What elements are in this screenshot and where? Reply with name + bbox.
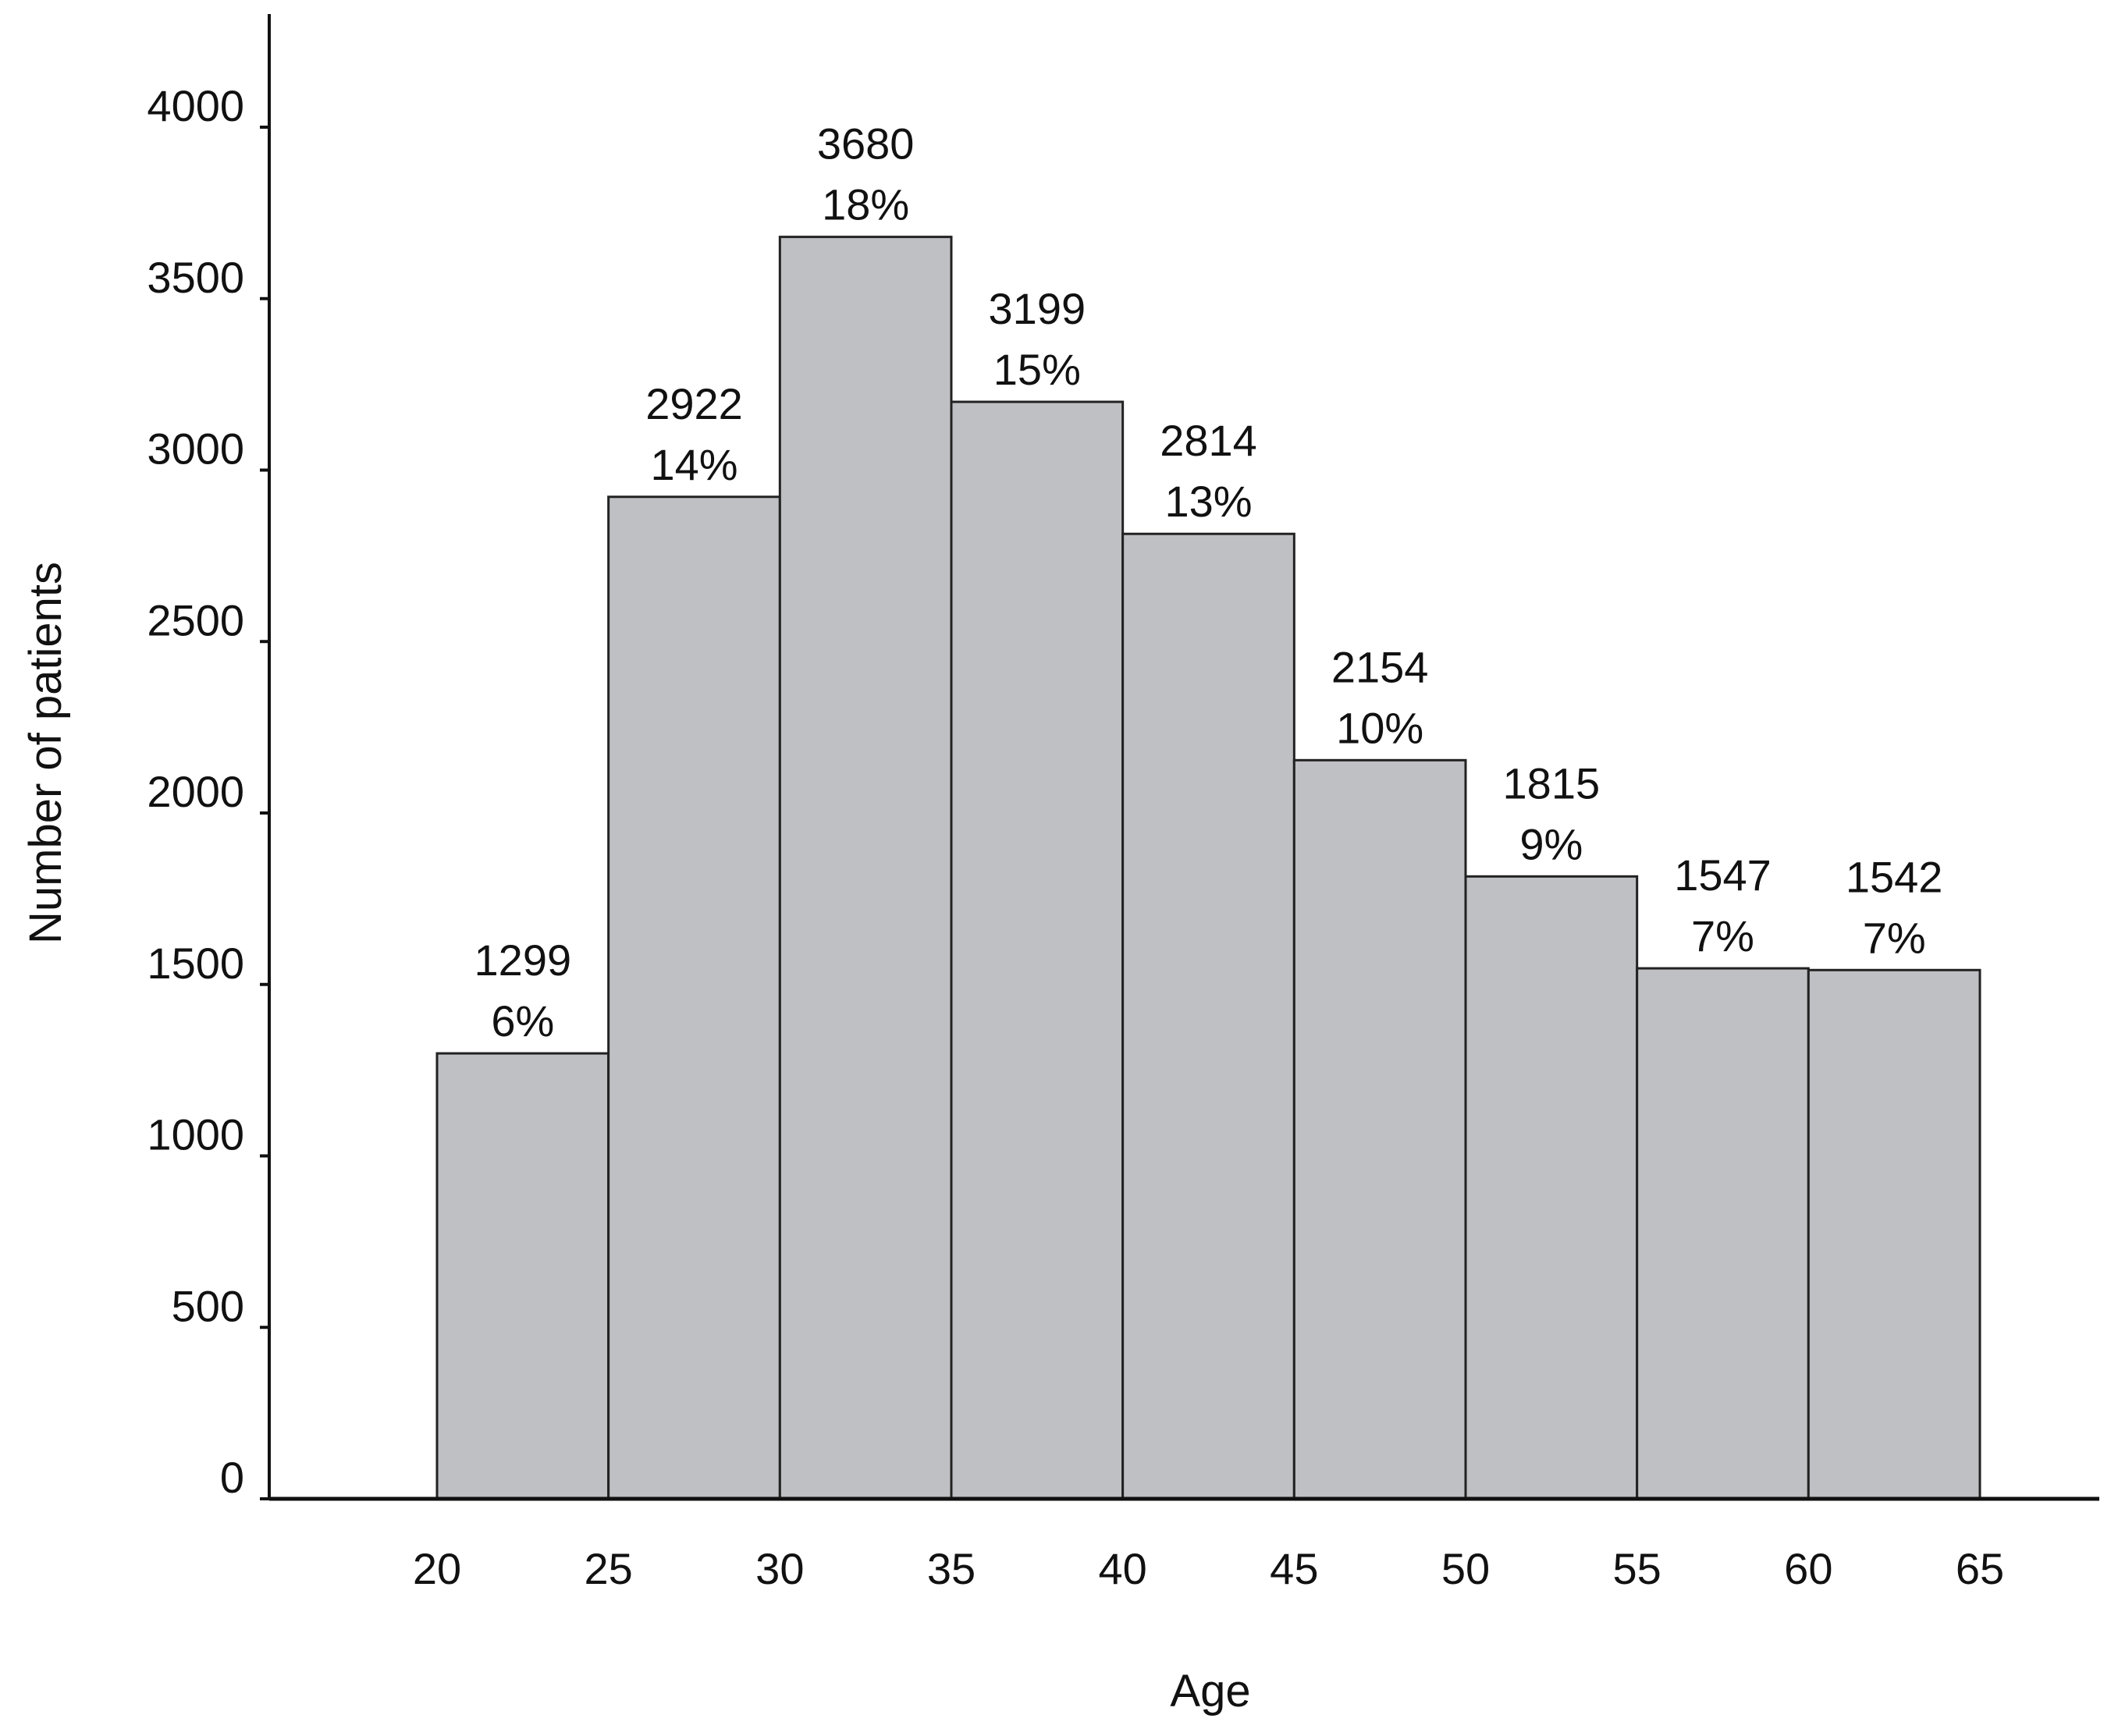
x-tick-label: 55 — [1613, 1544, 1661, 1593]
bar-35-40 — [950, 400, 1125, 1500]
bar-percent-label: 6% — [491, 996, 554, 1046]
y-tick-label: 1500 — [147, 939, 244, 988]
bars-group — [435, 236, 1981, 1500]
bar-percent-label: 7% — [1863, 913, 1926, 962]
bar-percent-label: 9% — [1519, 819, 1583, 868]
x-tick-label: 60 — [1784, 1544, 1832, 1593]
x-tick-label: 65 — [1956, 1544, 2004, 1593]
bar-value-label: 1547 — [1674, 850, 1772, 900]
bar-value-label: 3199 — [989, 284, 1086, 333]
y-tick-label: 1000 — [147, 1110, 244, 1159]
bar-value-label: 3680 — [817, 119, 915, 169]
bar-value-label: 1299 — [474, 935, 572, 985]
bar-60-65 — [1807, 968, 1981, 1500]
y-tick-label: 500 — [172, 1281, 244, 1330]
bar-value-label: 2922 — [645, 379, 743, 428]
bar-value-label: 1542 — [1846, 852, 1943, 901]
y-tick-label: 2000 — [147, 767, 244, 816]
bar-20-25 — [435, 1052, 610, 1500]
x-tick-label: 40 — [1099, 1544, 1147, 1593]
y-tick-label: 0 — [220, 1453, 244, 1502]
bar-percent-label: 7% — [1691, 911, 1754, 960]
bar-percent-label: 13% — [1164, 477, 1252, 526]
bar-40-45 — [1121, 532, 1295, 1500]
y-axis-title: Number of patients — [20, 562, 71, 944]
x-tick-label: 45 — [1270, 1544, 1318, 1593]
y-tick-label: 2500 — [147, 595, 244, 644]
bar-value-label: 2814 — [1160, 416, 1257, 465]
bar-45-50 — [1292, 758, 1467, 1500]
x-tick-label: 50 — [1441, 1544, 1490, 1593]
x-tick-label: 35 — [927, 1544, 976, 1593]
x-ticks-group: 20 25 30 35 40 45 50 55 60 65 — [413, 1544, 2004, 1593]
bar-percent-label: 18% — [822, 180, 909, 229]
bar-30-35 — [778, 236, 953, 1500]
y-tick-label: 4000 — [147, 81, 244, 130]
bar-labels-group: 1299 6% 2922 14% 3680 18% 3199 15% 2814 13% 2154 10… — [474, 119, 1943, 1046]
y-tick-label: 3000 — [147, 424, 244, 474]
x-axis-title: Age — [1170, 1666, 1250, 1716]
y-tick-label: 3500 — [147, 253, 244, 302]
bar-55-60 — [1636, 967, 1810, 1500]
bar-50-55 — [1464, 875, 1639, 1500]
bar-percent-label: 15% — [993, 345, 1081, 394]
bar-percent-label: 14% — [650, 440, 737, 489]
bar-value-label: 2154 — [1331, 642, 1429, 691]
x-tick-label: 30 — [755, 1544, 804, 1593]
y-ticks-group: 0 500 1000 1500 2000 2500 3000 3500 4000 — [147, 81, 269, 1502]
bar-percent-label: 10% — [1336, 703, 1423, 752]
axes-group — [268, 14, 2099, 1501]
x-tick-label: 20 — [413, 1544, 461, 1593]
x-tick-label: 25 — [585, 1544, 633, 1593]
bar-25-30 — [607, 495, 781, 1500]
bar-value-label: 1815 — [1503, 758, 1601, 808]
